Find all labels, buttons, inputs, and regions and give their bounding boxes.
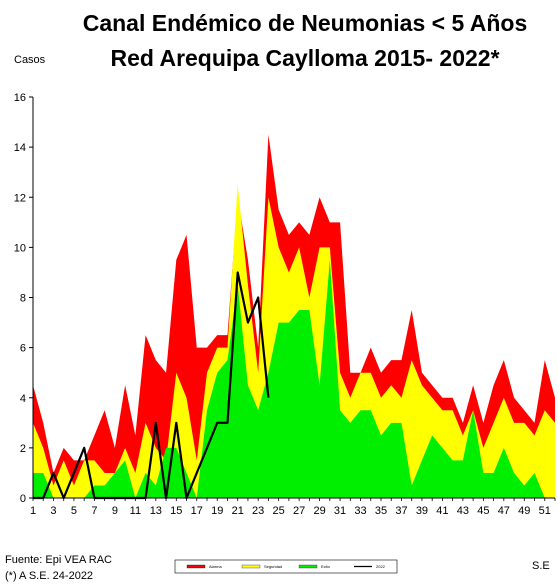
y-tick-label: 12 bbox=[14, 192, 26, 204]
source-note: Fuente: Epi VEA RAC bbox=[5, 554, 112, 566]
area-exito bbox=[33, 259, 555, 498]
x-tick-label: 45 bbox=[477, 505, 489, 517]
x-tick-label: 7 bbox=[91, 505, 97, 517]
line-2022 bbox=[33, 271, 270, 500]
plot-area bbox=[33, 134, 555, 500]
y-tick-label: 8 bbox=[20, 293, 26, 305]
x-tick-label: 27 bbox=[293, 505, 305, 517]
y-tick-label: 16 bbox=[14, 92, 26, 104]
x-tick-label: 11 bbox=[130, 505, 141, 517]
x-tick-label: 15 bbox=[170, 505, 182, 517]
y-tick-label: 14 bbox=[14, 142, 26, 154]
x-tick-label: 31 bbox=[334, 505, 346, 517]
x-tick-label: 17 bbox=[191, 505, 203, 517]
x-tick-label: 3 bbox=[50, 505, 56, 517]
x-tick-label: 33 bbox=[354, 505, 366, 517]
legend-label-alarma: Alarma bbox=[209, 564, 222, 569]
x-tick-label: 47 bbox=[498, 505, 510, 517]
y-tick-label: 2 bbox=[20, 443, 26, 455]
x-tick-label: 49 bbox=[518, 505, 530, 517]
y-tick-label: 10 bbox=[14, 242, 26, 254]
x-tick-label: 37 bbox=[395, 505, 407, 517]
legend-box bbox=[174, 559, 398, 574]
x-axis-label: S.E bbox=[532, 560, 550, 572]
legend-swatch-alarma bbox=[186, 564, 206, 569]
y-tick-label: 6 bbox=[20, 343, 26, 355]
x-tick-label: 25 bbox=[273, 505, 285, 517]
legend-swatch-exito bbox=[298, 564, 318, 569]
x-tick-label: 19 bbox=[211, 505, 223, 517]
legend-swatch-seguridad bbox=[241, 564, 261, 569]
x-tick-label: 5 bbox=[71, 505, 77, 517]
legend-label-seguridad: Seguridad bbox=[264, 564, 282, 569]
x-tick-label: 43 bbox=[457, 505, 469, 517]
x-tick-label: 29 bbox=[313, 505, 325, 517]
x-tick-label: 1 bbox=[30, 505, 36, 517]
legend: Alarma Seguridad Exito 2022 bbox=[174, 559, 398, 574]
x-tick-label: 23 bbox=[252, 505, 264, 517]
chart-title-line2: Red Arequipa Caylloma 2015- 2022* bbox=[110, 45, 499, 71]
x-tick-label: 13 bbox=[150, 505, 162, 517]
x-tick-label: 35 bbox=[375, 505, 387, 517]
x-tick-label: 51 bbox=[539, 505, 551, 517]
legend-label-2022: 2022 bbox=[376, 564, 386, 569]
x-tick-label: 9 bbox=[112, 505, 118, 517]
cutoff-note: (*) A S.E. 24-2022 bbox=[5, 570, 93, 582]
x-tick-label: 39 bbox=[416, 505, 428, 517]
x-tick-label: 41 bbox=[436, 505, 448, 517]
y-tick-label: 0 bbox=[20, 493, 26, 505]
y-tick-label: 4 bbox=[20, 393, 26, 405]
x-tick-label: 21 bbox=[232, 505, 244, 517]
legend-label-exito: Exito bbox=[321, 564, 331, 569]
chart-title-line1: Canal Endémico de Neumonias < 5 Años bbox=[83, 10, 528, 36]
y-axis-label: Casos bbox=[14, 54, 46, 66]
